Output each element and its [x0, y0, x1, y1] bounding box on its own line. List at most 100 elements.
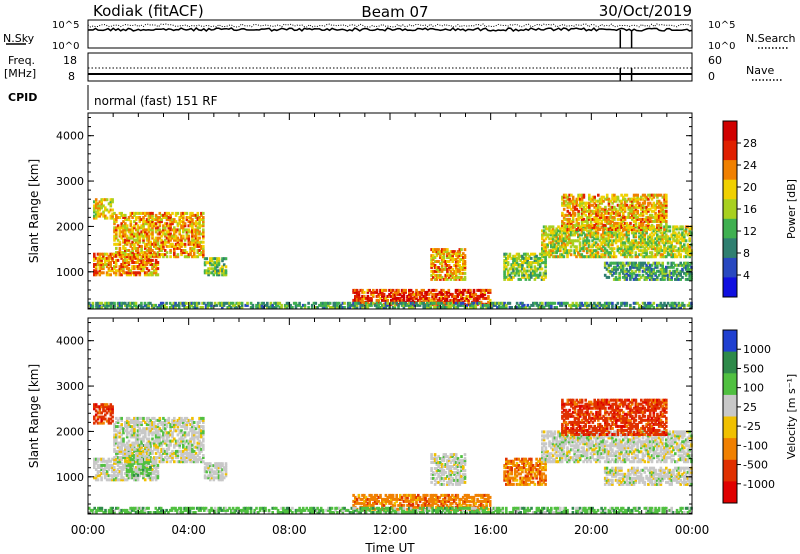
- echo-cell: [580, 203, 584, 207]
- echo-cell: [167, 236, 171, 240]
- echo-cell: [643, 301, 647, 305]
- echo-cell: [531, 269, 535, 273]
- echo-cell: [195, 306, 199, 309]
- echo-cell: [133, 271, 136, 275]
- echo-cell: [147, 459, 150, 463]
- echo-cell: [523, 306, 526, 309]
- echo-cell: [140, 234, 143, 238]
- echo-cell: [666, 241, 670, 245]
- echo-cell: [131, 476, 134, 480]
- echo-cell: [647, 265, 650, 269]
- echo-cell: [158, 230, 162, 234]
- echo-cell: [589, 225, 593, 229]
- echo-cell: [686, 261, 690, 265]
- echo-cell: [447, 266, 451, 269]
- echo-cell: [602, 209, 605, 213]
- echo-cell: [91, 301, 95, 305]
- echo-cell: [393, 292, 397, 296]
- echo-cell: [542, 255, 546, 259]
- echo-cell: [591, 303, 594, 307]
- echo-cell: [652, 239, 656, 243]
- echo-cell: [591, 235, 594, 239]
- echo-cell: [169, 238, 172, 242]
- echo-cell: [652, 215, 656, 219]
- echo-cell: [384, 288, 388, 292]
- echo-cell: [596, 231, 600, 235]
- echo-cell: [566, 201, 570, 205]
- echo-cell: [251, 303, 255, 307]
- echo-cell: [627, 253, 630, 257]
- echo-cell: [144, 222, 147, 226]
- echo-cell: [107, 267, 111, 271]
- echo-cell: [116, 238, 120, 242]
- echo-cell: [178, 220, 181, 224]
- echo-cell: [686, 247, 690, 251]
- echo-cell: [579, 193, 582, 197]
- echo-cell: [638, 303, 641, 307]
- echo-cell: [582, 249, 585, 253]
- echo-cell: [174, 242, 178, 246]
- echo-cell: [513, 261, 517, 265]
- echo-cell: [647, 261, 650, 265]
- echo-cell: [508, 277, 512, 281]
- echo-cell: [684, 261, 688, 265]
- echo-cell: [160, 220, 163, 224]
- echo-cell: [674, 225, 677, 229]
- echo-cell: [663, 201, 666, 205]
- echo-cell: [605, 303, 609, 307]
- echo-cell: [582, 217, 586, 221]
- echo-cell: [188, 306, 192, 309]
- echo-cell: [479, 306, 483, 309]
- echo-cell: [659, 209, 663, 213]
- echo-cell: [127, 447, 131, 451]
- echo-cell: [643, 237, 647, 241]
- echo-cell: [442, 303, 445, 307]
- echo-cell: [94, 474, 98, 478]
- echo-cell: [183, 224, 187, 228]
- echo-cell: [555, 255, 558, 259]
- echo-cell: [105, 216, 109, 220]
- echo-cell: [611, 241, 614, 245]
- echo-cell: [661, 306, 664, 309]
- echo-cell: [494, 301, 497, 305]
- echo-cell: [124, 454, 127, 457]
- echo-cell: [354, 296, 357, 300]
- echo-cell: [677, 277, 681, 281]
- echo-cell: [103, 476, 107, 480]
- echo-cell: [194, 232, 198, 236]
- echo-cell: [623, 247, 627, 251]
- echo-cell: [138, 253, 142, 257]
- echo-cell: [217, 271, 221, 275]
- echo-cell: [627, 249, 630, 253]
- echo-cell: [205, 257, 209, 261]
- echo-cell: [530, 273, 533, 277]
- echo-cell: [95, 301, 98, 305]
- echo-cell: [153, 251, 156, 255]
- echo-cell: [397, 303, 400, 307]
- echo-cell: [679, 225, 682, 229]
- echo-cell: [111, 468, 114, 471]
- echo-cell: [625, 251, 629, 255]
- echo-cell: [177, 303, 181, 307]
- echo-cell: [614, 233, 618, 237]
- echo-cell: [652, 193, 656, 197]
- echo-cell: [432, 264, 435, 267]
- echo-cell: [684, 231, 688, 235]
- echo-cell: [115, 416, 118, 420]
- echo-cell: [456, 256, 460, 259]
- echo-cell: [538, 252, 542, 256]
- echo-cell: [200, 240, 203, 244]
- echo-cell: [588, 197, 591, 201]
- echo-cell: [627, 247, 630, 251]
- echo-cell: [131, 463, 134, 467]
- echo-cell: [109, 200, 113, 204]
- echo-cell: [163, 303, 167, 307]
- echo-cell: [603, 239, 607, 243]
- echo-cell: [544, 263, 547, 267]
- echo-cell: [133, 470, 136, 474]
- echo-cell: [162, 226, 165, 230]
- echo-cell: [454, 252, 458, 256]
- echo-cell: [93, 210, 96, 214]
- echo-cell: [605, 228, 609, 231]
- echo-cell: [122, 269, 125, 273]
